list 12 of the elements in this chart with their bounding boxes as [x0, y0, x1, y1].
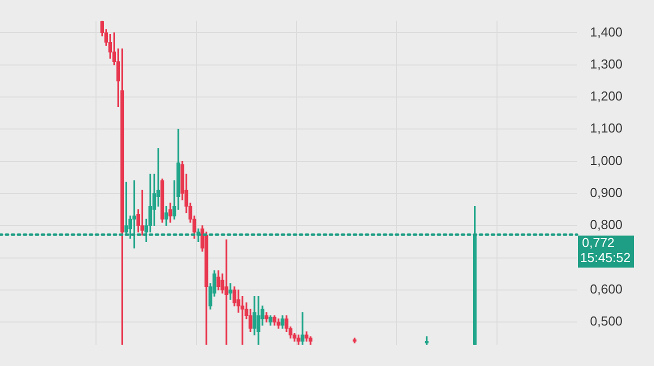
- ref-line-label: 0,772: [582, 235, 615, 250]
- y-tick-label: 1,100: [590, 120, 623, 136]
- y-tick-label: 0,600: [590, 281, 623, 296]
- y-tick-label: 1,000: [590, 152, 623, 168]
- y-tick-label: 0,500: [590, 314, 623, 329]
- y-tick-label: 1,300: [590, 56, 623, 72]
- y-tick-label: 0,800: [590, 217, 623, 232]
- y-tick-label: 1,400: [590, 24, 623, 40]
- text: 15:45:52: [580, 250, 631, 266]
- y-tick-label: 1,200: [590, 88, 623, 104]
- y-tick-label: 0,900: [590, 185, 623, 200]
- candlestick: [300, 312, 304, 345]
